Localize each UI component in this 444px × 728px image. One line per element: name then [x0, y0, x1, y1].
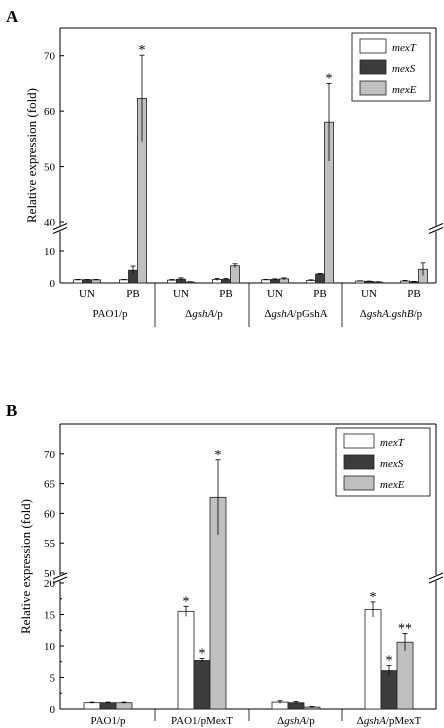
panel-a-group-label: PAO1/p	[92, 308, 128, 320]
panel-b-axis-break-left-slash-1	[52, 572, 68, 580]
panel-a-significance-mark: *	[139, 43, 146, 58]
panel-a-category-label: PB	[219, 288, 232, 300]
panel-a-category-label: UN	[361, 288, 377, 300]
panel-b-significance-mark: *	[199, 647, 206, 662]
panel-a-legend-label-mext: mexT	[392, 42, 417, 54]
panel-a-bar-mexs	[315, 273, 325, 284]
panel-a-bar-mexs	[82, 279, 92, 284]
panel-b-ytick-label: 60	[44, 508, 56, 520]
panel-a-bar-mexe	[91, 279, 101, 284]
panel-a-ytick-label: 70	[44, 51, 56, 63]
panel-b-legend-swatch-mexs	[343, 454, 375, 470]
panel-a-axis-break-left-gap	[51, 225, 69, 232]
panel-b-significance-mark: *	[386, 654, 393, 669]
panel-b-significance-mark: *	[370, 590, 377, 605]
panel-b-significance-mark: *	[183, 594, 190, 609]
panel-b-bar-mext	[177, 610, 195, 710]
panel-b-legend-swatch-mexe	[343, 475, 375, 491]
panel-a-category-label: PB	[407, 288, 420, 300]
panel-a-significance-mark: *	[326, 71, 333, 86]
panel-b-group-label: ΔgshA/p	[277, 715, 315, 727]
panel-a-category-label: PB	[313, 288, 326, 300]
panel-b-group-label: PAO1/pMexT	[171, 715, 233, 727]
panel-a-group-label: ΔgshA/p	[185, 308, 223, 320]
panel-a-axis-break-right-slash-1	[428, 223, 444, 230]
panel-a-legend-label-mexe: mexE	[392, 84, 417, 96]
panel-b-significance-mark: *	[215, 448, 222, 463]
panel-a-group-label: ΔgshA.gshB/p	[360, 308, 423, 320]
panel-a-legend-swatch-mexs	[359, 59, 387, 75]
panel-b-ytick-label: 70	[44, 449, 56, 461]
panel-a-axis-break-right-slash-2	[428, 227, 444, 234]
panel-a-ytick-label: 50	[44, 162, 56, 174]
panel-a-y-axis-label: Relative expression (fold)	[24, 88, 39, 223]
panel-a-axis-break-left-slash-2	[52, 227, 68, 234]
panel-b-ytick-label: 55	[44, 538, 56, 550]
panel-a-category-label: UN	[267, 288, 283, 300]
panel-b-group-label: ΔgshA/pMexT	[357, 715, 422, 727]
panel-a-bar-mexe	[230, 265, 240, 284]
panel-b-bar-mexe	[115, 702, 133, 710]
panel-a-category-label: PB	[126, 288, 139, 300]
panel-b-significance-mark: **	[398, 621, 412, 636]
panel-b-legend-swatch-mext	[343, 433, 375, 449]
panel-b-ytick-label: 15	[44, 610, 56, 622]
panel-b-ytick-label: 65	[44, 479, 56, 491]
panel-b-bar-mexs	[193, 660, 211, 710]
panel-b-bar-mexs	[99, 702, 117, 710]
panel-a-legend-swatch-mexe	[359, 80, 387, 96]
panel-b-ytick-label: 0	[50, 704, 56, 716]
panel-b-ytick-label: 5	[50, 673, 56, 685]
panel-b-axis-break-right-slash-2	[428, 576, 444, 584]
panel-a-axis-break-left-slash-1	[52, 223, 68, 230]
panel-a-bar-mext	[119, 279, 129, 284]
panel-b-legend-label-mexs: mexS	[380, 458, 404, 470]
panel-b-ytick-label: 20	[44, 578, 56, 590]
panel-b-ytick-label: 10	[44, 641, 56, 653]
panel-b-ytick-label: 50	[44, 568, 56, 580]
panel-a-ytick-label: 10	[44, 246, 56, 258]
panel-b-bar-mext	[364, 609, 382, 710]
panel-a-bar-mext	[261, 279, 271, 284]
panel-a-bar-mext	[73, 279, 83, 284]
panel-b-bar-mext	[83, 702, 101, 710]
panel-a-ytick-label: 60	[44, 106, 56, 118]
panel-b-legend-label-mexe: mexE	[380, 479, 405, 491]
panel-b-y-axis-label: Relative expression (fold)	[18, 499, 33, 634]
panel-a-group-label: ΔgshA/pGshA	[264, 308, 327, 320]
panel-b-group-label: PAO1/p	[90, 715, 126, 727]
panel-b-bar-mexs	[380, 670, 398, 710]
panel-a-category-label: UN	[79, 288, 95, 300]
panel-b-bar-mexe	[396, 641, 414, 710]
panel-b-axis-break-left-slash-2	[52, 576, 68, 584]
panel-a-legend-label-mexs: mexS	[392, 63, 416, 75]
panel-b-axis-break-right-slash-1	[428, 572, 444, 580]
panel-b-axis-break-right-gap	[427, 575, 444, 581]
panel-a-letter: A	[6, 7, 19, 26]
panel-a-ytick-label: 40	[44, 217, 56, 229]
panel-a-category-label: UN	[173, 288, 189, 300]
panel-b-letter: B	[6, 401, 17, 420]
panel-b-legend-label-mext: mexT	[380, 437, 405, 449]
panel-b-axis-break-left-gap	[51, 575, 69, 581]
panel-a-legend-swatch-mext	[359, 38, 387, 54]
panel-a-axis-break-right-gap	[427, 225, 444, 232]
panel-a-ytick-label: 0	[50, 278, 56, 290]
